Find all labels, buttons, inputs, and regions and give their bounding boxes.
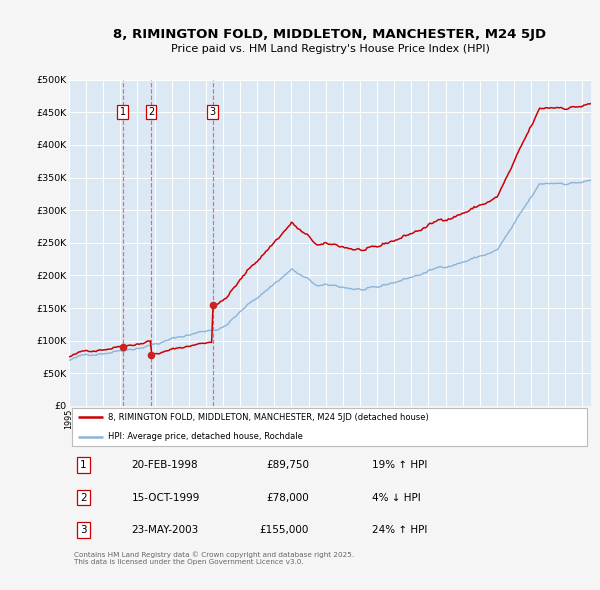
Text: HPI: Average price, detached house, Rochdale: HPI: Average price, detached house, Roch… [108, 432, 303, 441]
Text: 3: 3 [80, 525, 87, 535]
Text: 3: 3 [209, 107, 215, 117]
Text: 23-MAY-2003: 23-MAY-2003 [131, 525, 199, 535]
Text: 15-OCT-1999: 15-OCT-1999 [131, 493, 200, 503]
Text: 2: 2 [148, 107, 154, 117]
Text: 20-FEB-1998: 20-FEB-1998 [131, 460, 198, 470]
Text: 24% ↑ HPI: 24% ↑ HPI [372, 525, 427, 535]
Text: 8, RIMINGTON FOLD, MIDDLETON, MANCHESTER, M24 5JD (detached house): 8, RIMINGTON FOLD, MIDDLETON, MANCHESTER… [108, 413, 429, 422]
Text: 19% ↑ HPI: 19% ↑ HPI [372, 460, 427, 470]
Text: 1: 1 [119, 107, 125, 117]
Text: Contains HM Land Registry data © Crown copyright and database right 2025.
This d: Contains HM Land Registry data © Crown c… [74, 552, 355, 565]
Text: £89,750: £89,750 [266, 460, 309, 470]
Text: 2: 2 [80, 493, 87, 503]
FancyBboxPatch shape [71, 408, 587, 446]
Text: 1: 1 [80, 460, 87, 470]
Text: £155,000: £155,000 [260, 525, 309, 535]
Text: 4% ↓ HPI: 4% ↓ HPI [372, 493, 421, 503]
Text: Price paid vs. HM Land Registry's House Price Index (HPI): Price paid vs. HM Land Registry's House … [170, 44, 490, 54]
Text: 8, RIMINGTON FOLD, MIDDLETON, MANCHESTER, M24 5JD: 8, RIMINGTON FOLD, MIDDLETON, MANCHESTER… [113, 28, 547, 41]
Text: £78,000: £78,000 [266, 493, 309, 503]
